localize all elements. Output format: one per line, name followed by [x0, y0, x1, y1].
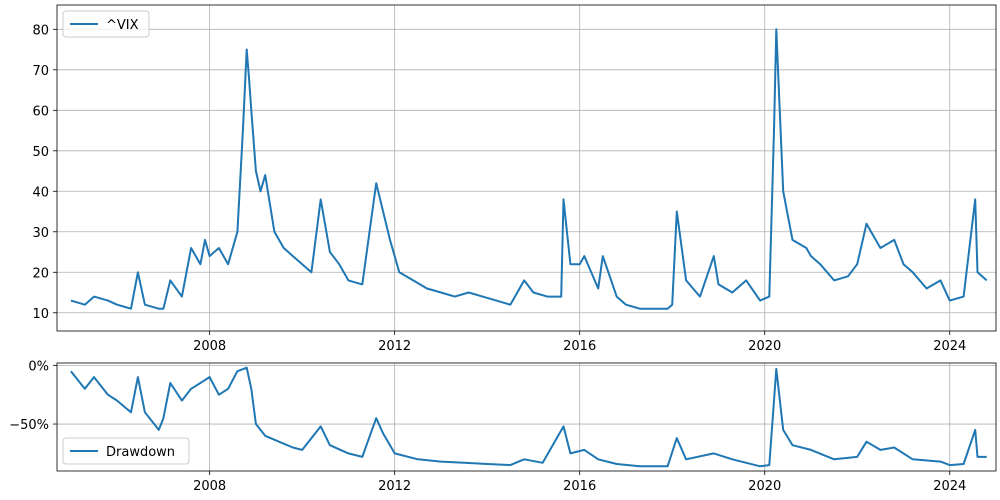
- drawdown-xtick-label: 2024: [933, 479, 966, 494]
- vix-legend-label: ^VIX: [106, 18, 139, 33]
- drawdown-legend-box: [62, 437, 190, 465]
- vix-xtick-label: 2012: [378, 339, 411, 354]
- vix-series-layer: [70, 28, 988, 310]
- vix-xtick-label: 2020: [748, 339, 781, 354]
- drawdown-xtick-label: 2020: [748, 479, 781, 494]
- vix-ytick-label: 70: [32, 64, 49, 79]
- drawdown-axes-frame: [56, 362, 997, 472]
- drawdown-ytick-label: 0%: [28, 359, 49, 374]
- drawdown-series-layer: [70, 366, 987, 468]
- drawdown-ytick-label: −50%: [9, 418, 49, 433]
- vix-ytick-label: 40: [32, 185, 49, 200]
- vix-ytick-label: 60: [32, 104, 49, 119]
- drawdown-legend-label: Drawdown: [106, 445, 175, 460]
- vix-legend-box: [62, 10, 150, 38]
- vix-ytick-label: 20: [32, 266, 49, 281]
- drawdown-xtick-label: 2016: [563, 479, 596, 494]
- drawdown-panel: 2008 2012 2016 2020 2024 0% −50% Drawdown: [9, 359, 997, 494]
- drawdown-ticks: 2008 2012 2016 2020 2024 0% −50%: [9, 359, 966, 494]
- drawdown-xtick-label: 2012: [378, 479, 411, 494]
- drawdown-grid: [57, 363, 996, 471]
- vix-axes-frame: [56, 4, 997, 332]
- vix-xtick-label: 2016: [563, 339, 596, 354]
- vix-panel: 2008 2012 2016 2020 2024 10 20 30 40 50 60 70 80 ^VI…: [32, 4, 997, 354]
- vix-ytick-label: 30: [32, 226, 49, 241]
- vix-legend: ^VIX: [62, 10, 150, 38]
- vix-xtick-label: 2024: [933, 339, 966, 354]
- vix-ytick-label: 80: [32, 23, 49, 38]
- vix-xtick-label: 2008: [193, 339, 226, 354]
- vix-grid: [57, 5, 996, 331]
- vix-ytick-label: 50: [32, 145, 49, 160]
- vix-ytick-label: 10: [32, 307, 49, 322]
- vix-series-line: [70, 28, 988, 310]
- drawdown-series-line: [70, 366, 987, 468]
- vix-ticks: 2008 2012 2016 2020 2024 10 20 30 40 50 60 70 80: [32, 23, 966, 354]
- drawdown-legend: Drawdown: [62, 437, 190, 465]
- drawdown-xtick-label: 2008: [193, 479, 226, 494]
